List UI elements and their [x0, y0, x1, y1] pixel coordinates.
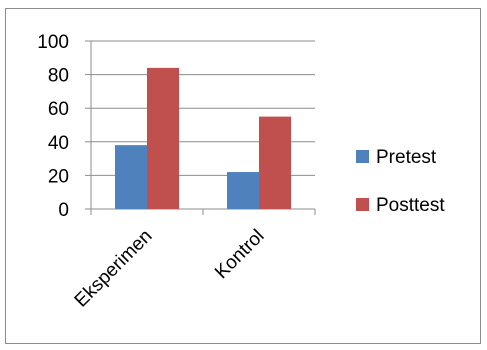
- y-tick-label: 60: [48, 99, 69, 120]
- y-tick-label: 100: [37, 32, 69, 53]
- bar-pretest-eksperimen: [115, 145, 147, 209]
- y-tick-label: 80: [48, 66, 69, 87]
- legend-swatch-posttest: [356, 198, 369, 211]
- x-tick-label: Eksperimen: [71, 226, 157, 312]
- legend-label-posttest: Posttest: [376, 195, 445, 216]
- x-tick-label: Kontrol: [211, 226, 268, 283]
- bars: [115, 67, 291, 209]
- bar-posttest-kontrol: [259, 116, 291, 209]
- bar-pretest-kontrol: [227, 172, 259, 209]
- bar-posttest-eksperimen: [147, 67, 179, 209]
- y-tick-label: 40: [48, 133, 69, 154]
- legend-swatch-pretest: [356, 150, 369, 163]
- legend-label-pretest: Pretest: [376, 147, 437, 168]
- y-tick-label: 20: [48, 166, 69, 187]
- legend: Pretest Posttest: [356, 147, 445, 216]
- y-tick-label: 0: [58, 200, 69, 221]
